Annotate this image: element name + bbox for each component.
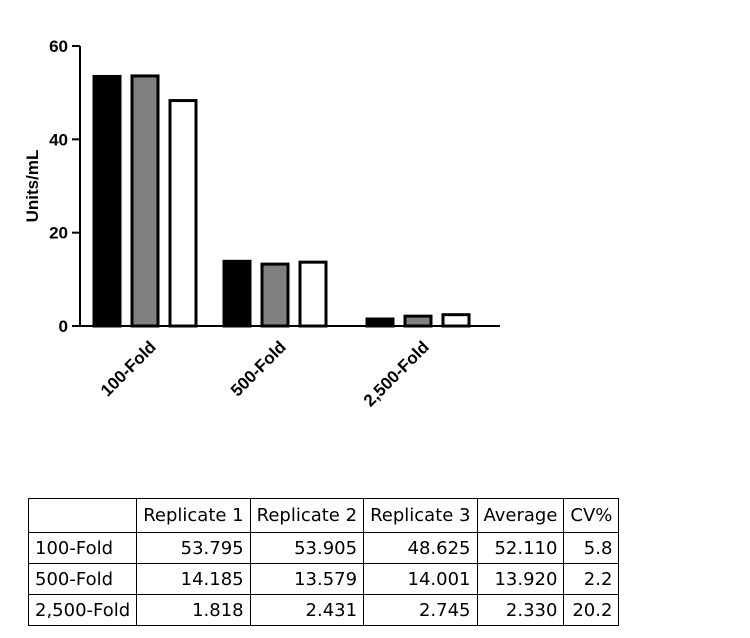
table-cell: 14.001	[363, 563, 478, 595]
bar	[260, 262, 290, 328]
bar	[365, 317, 395, 328]
table-row-label: 2,500-Fold	[27, 594, 138, 626]
table-row-label: 100-Fold	[27, 532, 138, 564]
table-cell: 13.920	[476, 563, 565, 595]
table-header-replicate-3: Replicate 3	[363, 498, 478, 533]
table-row: 500-Fold 14.185 13.579 14.001 13.920 2.2	[27, 563, 620, 595]
chart-labels: 0 20 40 60 Units/mL 100-Fold 500-Fold 2,500-Fol…	[23, 37, 433, 410]
table-row: 100-Fold 53.795 53.905 48.625 52.110 5.8	[27, 532, 620, 564]
table-cell: 53.905	[249, 532, 365, 564]
y-tick-label: 0	[59, 317, 68, 336]
bar	[168, 99, 198, 328]
x-category-label: 500-Fold	[227, 337, 290, 400]
bar-chart: 0 20 40 60 Units/mL 100-Fold 500-Fold 2,500-Fol…	[23, 37, 500, 410]
y-tick-label: 60	[49, 37, 68, 56]
table-cell: 1.818	[136, 594, 251, 626]
table-header-cv: CV%	[563, 498, 620, 533]
table-cell: 13.579	[249, 563, 365, 595]
table-corner-cell	[27, 498, 138, 533]
table-row: 2,500-Fold 1.818 2.431 2.745 2.330 20.2	[27, 594, 620, 626]
table-cell: 2.745	[363, 594, 478, 626]
bar	[130, 74, 160, 328]
y-axis-title: Units/mL	[23, 150, 42, 223]
y-tick-label: 20	[49, 224, 68, 243]
x-category-label: 2,500-Fold	[360, 337, 433, 410]
table-header-replicate-2: Replicate 2	[249, 498, 365, 533]
table-cell: 14.185	[136, 563, 251, 595]
table-header-replicate-1: Replicate 1	[136, 498, 251, 533]
x-category-label: 100-Fold	[97, 337, 160, 400]
table-cell: 20.2	[563, 594, 620, 626]
chart-bars	[92, 74, 471, 328]
table-cell: 48.625	[363, 532, 478, 564]
table-header-row: Replicate 1 Replicate 2 Replicate 3 Aver…	[27, 498, 620, 533]
table-cell: 52.110	[476, 532, 565, 564]
table-header-average: Average	[476, 498, 565, 533]
table-cell: 2.330	[476, 594, 565, 626]
bar	[92, 74, 122, 328]
y-tick-label: 40	[49, 130, 68, 149]
bar	[298, 260, 328, 328]
bar	[403, 314, 433, 328]
bar	[441, 313, 471, 328]
data-table: Replicate 1 Replicate 2 Replicate 3 Aver…	[27, 498, 620, 626]
table-cell: 53.795	[136, 532, 251, 564]
table-row-label: 500-Fold	[27, 563, 138, 595]
table-cell: 2.431	[249, 594, 365, 626]
table-cell: 2.2	[563, 563, 620, 595]
bar	[222, 259, 252, 328]
table-cell: 5.8	[563, 532, 620, 564]
